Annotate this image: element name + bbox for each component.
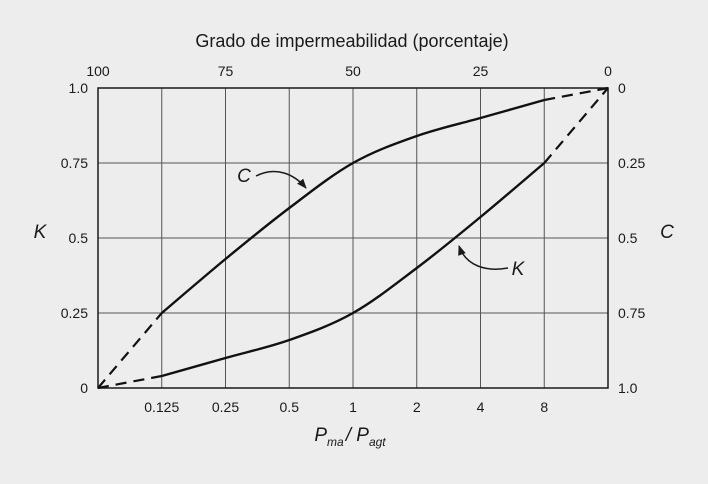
y-tick-right: 0.25: [618, 155, 645, 171]
x-tick-top: 75: [218, 63, 234, 79]
grid: [98, 87, 608, 389]
x-tick-top: 100: [86, 63, 110, 79]
x-tick-top: 25: [473, 63, 489, 79]
x-tick-bottom: 0.125: [144, 399, 179, 415]
x-tick-bottom: 8: [540, 399, 548, 415]
series-c-dashed-end: [544, 86, 609, 102]
x-tick-top: 50: [345, 63, 361, 79]
series-c-line: [161, 98, 545, 314]
annotations: C K: [237, 166, 526, 280]
annotation-c-arrow: [255, 170, 307, 189]
y-tick-left: 0.75: [61, 155, 88, 171]
annotation-c: C: [237, 166, 251, 187]
x-label-sub-2: agt: [369, 435, 386, 449]
x-label-sub-1: ma: [327, 435, 344, 449]
series-k-line: [161, 162, 546, 378]
y-tick-left: 0.5: [69, 230, 89, 246]
y-tick-left: 0: [80, 380, 88, 396]
series-layer: [97, 86, 609, 390]
y-tick-left: 0.25: [61, 305, 88, 321]
x-tick-bottom: 0.5: [280, 399, 300, 415]
series-c-dashed-start: [97, 312, 163, 389]
y-tick-left: 1.0: [69, 80, 89, 96]
x-tick-bottom: 4: [477, 399, 485, 415]
x-tick-bottom: 1: [349, 399, 357, 415]
x-label-main-2: P: [356, 425, 369, 446]
x-label-main-1: P: [314, 425, 327, 446]
y-tick-right: 0.75: [618, 305, 645, 321]
y-tick-right: 1.0: [618, 380, 638, 396]
plot-frame: [97, 87, 609, 389]
y-axis-label-left: K: [34, 222, 48, 243]
y-axis-label-right: C: [660, 222, 674, 243]
x-label-separator: /: [344, 425, 357, 446]
annotation-k-arrow: [458, 245, 509, 270]
chart-title: Grado de impermeabilidad (porcentaje): [195, 31, 508, 51]
x-tick-bottom: 0.25: [212, 399, 239, 415]
x-tick-top: 0: [604, 63, 612, 79]
series-k-dashed-start: [97, 374, 163, 390]
series-k-dashed-end: [543, 87, 609, 164]
y-tick-right: 0.5: [618, 230, 638, 246]
x-tick-bottom: 2: [413, 399, 421, 415]
annotation-k: K: [512, 259, 526, 280]
y-tick-right: 0: [618, 80, 626, 96]
x-axis-label: Pma / Pagt: [314, 425, 386, 449]
